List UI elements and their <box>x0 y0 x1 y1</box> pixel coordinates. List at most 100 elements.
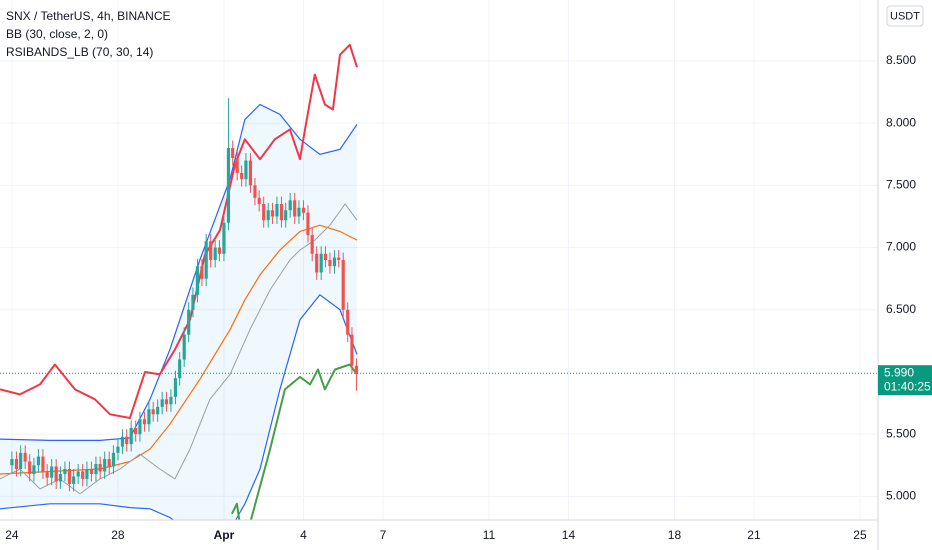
x-tick-label: 11 <box>483 528 496 542</box>
last-price-tag <box>878 365 932 396</box>
candle-body <box>151 409 155 415</box>
candle-body <box>279 204 284 221</box>
candle-body <box>328 260 332 267</box>
candle-body <box>284 210 288 221</box>
candle-body <box>81 471 85 479</box>
candle-body <box>222 222 226 254</box>
candle-body <box>50 466 54 478</box>
candle-body <box>54 466 58 482</box>
candle-body <box>315 253 319 273</box>
candle-body <box>257 197 261 205</box>
candle-body <box>253 185 257 198</box>
last-price-label: 5.990 <box>884 365 914 379</box>
candle-body <box>191 294 195 310</box>
candle-body <box>58 473 63 482</box>
candle-body <box>76 471 80 477</box>
candle-body <box>337 257 341 260</box>
x-tick-label: 7 <box>380 528 387 542</box>
countdown-label: 01:40:25 <box>884 379 931 393</box>
indicator-line <box>0 43 358 419</box>
x-tick-label: 24 <box>5 528 19 542</box>
candle-body <box>134 427 138 435</box>
candle-body <box>293 200 297 217</box>
candle-body <box>94 464 98 474</box>
candle-body <box>32 465 36 474</box>
candle-body <box>125 436 129 445</box>
candle-body <box>129 427 133 445</box>
x-tick-label: 14 <box>562 528 576 542</box>
indicator-label: RSIBANDS_LB (70, 30, 14) <box>6 45 153 59</box>
candle-body <box>72 476 76 484</box>
candle-body <box>14 459 19 469</box>
currency-button[interactable] <box>886 5 924 27</box>
candle-body <box>266 210 270 221</box>
candle-body <box>270 210 275 217</box>
candle-body <box>310 235 314 254</box>
candle-body <box>10 459 14 466</box>
candle-body <box>45 471 49 478</box>
x-tick-label: 28 <box>111 528 125 542</box>
axes: 5.000 5.500 6.500 7.000 7.500 8.000 8.500 24 28 A… <box>5 53 932 542</box>
candle-body <box>169 396 173 405</box>
candle-body <box>85 468 89 479</box>
candle-body <box>173 378 178 397</box>
candle-body <box>346 309 350 335</box>
currency-label[interactable]: USDT <box>890 10 920 22</box>
candle-body <box>107 459 111 467</box>
candle-body <box>248 160 253 186</box>
candle-body <box>187 309 191 335</box>
candle-body <box>240 172 244 180</box>
candle-body <box>217 247 222 254</box>
candle-body <box>195 266 200 295</box>
candle-body <box>200 266 204 279</box>
candle-body <box>147 409 151 425</box>
indicator-line <box>231 363 358 520</box>
candle-body <box>41 456 45 472</box>
candle-body <box>160 399 164 407</box>
candle-body <box>213 247 217 260</box>
y-tick-label: 7.000 <box>886 240 916 254</box>
candle-body <box>182 334 186 360</box>
y-tick-label: 8.000 <box>886 115 916 129</box>
candle-body <box>350 334 354 366</box>
candle-body <box>319 253 323 273</box>
x-tick-label: 25 <box>853 528 867 542</box>
candle-body <box>111 452 116 467</box>
y-tick-label: 8.500 <box>886 53 916 67</box>
candle-body <box>262 204 266 221</box>
indicator-line <box>0 203 358 495</box>
plot-area <box>0 43 878 520</box>
candle-body <box>323 253 328 260</box>
candle-body <box>231 148 235 158</box>
band-line <box>0 293 358 520</box>
y-tick-label: 5.000 <box>886 489 916 503</box>
candle-body <box>306 212 310 236</box>
y-tick-label: 7.500 <box>886 178 916 192</box>
candle-body <box>301 207 306 213</box>
candle-body <box>89 468 94 474</box>
candle-body <box>156 406 160 415</box>
candle-body <box>204 241 208 279</box>
candle-body <box>235 157 239 173</box>
candle-body <box>36 456 41 466</box>
candle-body <box>297 207 301 217</box>
candle-body <box>288 200 292 211</box>
candle-body <box>103 459 107 472</box>
x-tick-label: Apr <box>214 528 235 542</box>
x-tick-label: 18 <box>668 528 682 542</box>
candle-body <box>354 365 359 374</box>
x-tick-label: 4 <box>300 528 307 542</box>
chart-title: SNX / TetherUS, 4h, BINANCE <box>6 9 171 23</box>
x-tick-label: 21 <box>747 528 761 542</box>
candle-body <box>28 461 32 474</box>
candle-body <box>120 436 125 447</box>
candle-body <box>164 399 169 405</box>
candle-body <box>116 446 120 453</box>
candle-body <box>275 204 279 217</box>
candle-body <box>142 419 147 425</box>
grid <box>0 0 878 520</box>
candle-body <box>341 260 345 310</box>
candle-body <box>226 148 231 223</box>
candle-body <box>67 468 72 484</box>
